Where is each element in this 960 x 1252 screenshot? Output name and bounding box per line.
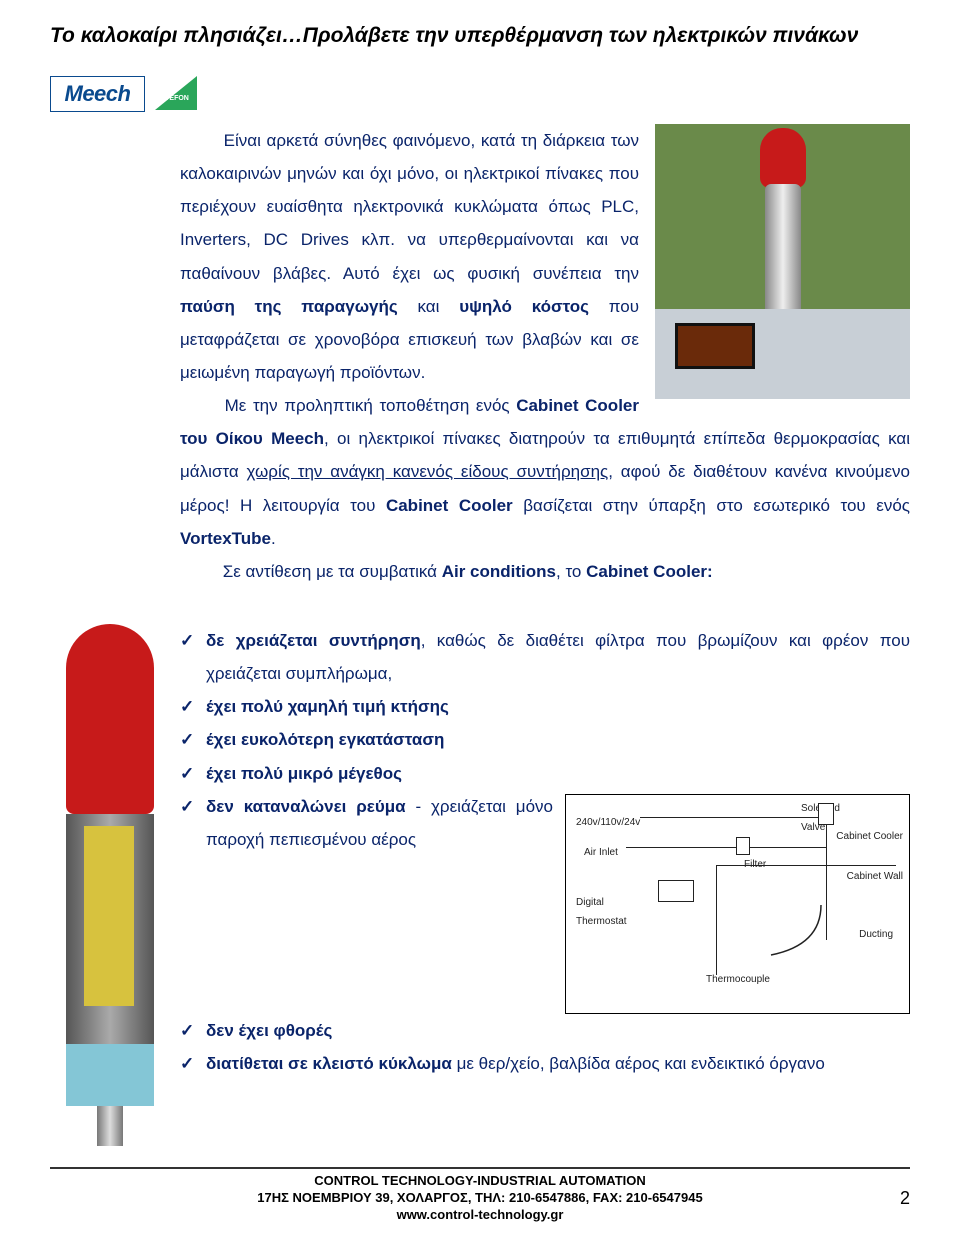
main-body: Είναι αρκετά σύνηθες φαινόμενο, κατά τη … (50, 124, 910, 1080)
benefit-2-bold: έχει πολύ χαμηλή τιμή κτήσης (206, 697, 449, 716)
footer-line-3: www.control-technology.gr (74, 1207, 886, 1224)
tefon-logo: TEFON (155, 76, 197, 112)
p3-c: , το (556, 562, 586, 581)
page-number: 2 (886, 1188, 910, 1209)
diagram-label-air-inlet: Air Inlet (584, 843, 618, 863)
p3-a: Σε αντίθεση με τα συμβατικά (223, 562, 442, 581)
p2-d: χωρίς την ανάγκη κανενός είδους συντήρησ… (247, 462, 609, 481)
wiring-diagram: 240v/110v/24v Air Inlet Digital Thermost… (565, 794, 910, 1014)
benefit-1-bold: δε χρειάζεται συντήρηση (206, 631, 421, 650)
benefit-3-bold: έχει ευκολότερη εγκατάσταση (206, 730, 444, 749)
p3-b: Air conditions (442, 562, 556, 581)
p1-text-c: και (398, 297, 459, 316)
diagram-label-ducting: Ducting (859, 925, 893, 945)
diagram-label-thermostat: Digital Thermostat (576, 893, 636, 932)
benefit-item-2: έχει πολύ χαμηλή τιμή κτήσης (206, 690, 910, 723)
page-title: Το καλοκαίρι πλησιάζει…Προλάβετε την υπε… (50, 24, 910, 48)
benefits-list: δε χρειάζεται συντήρηση, καθώς δε διαθέτ… (180, 624, 910, 1080)
benefit-item-7: διατίθεται σε κλειστό κύκλωμα με θερ/χεί… (206, 1047, 910, 1080)
benefit-item-5: 240v/110v/24v Air Inlet Digital Thermost… (206, 790, 910, 1014)
p2-g: βασίζεται στην ύπαρξη στο εσωτερικό του … (513, 496, 910, 515)
p3-d: Cabinet Cooler: (586, 562, 713, 581)
footer-line-1: CONTROL TECHNOLOGY-INDUSTRIAL AUTOMATION (74, 1173, 886, 1190)
svg-text:TEFON: TEFON (166, 95, 190, 102)
diagram-label-wall: Cabinet Wall (847, 867, 903, 887)
logo-row: Meech TEFON (50, 76, 910, 112)
footer-line-2: 17ΗΣ ΝΟΕΜΒΡΙΟΥ 39, ΧΟΛΑΡΓΟΣ, ΤΗΛ: 210-65… (74, 1190, 886, 1207)
p2-f: Cabinet Cooler (386, 496, 513, 515)
benefit-5-bold: δεν καταναλώνει ρεύμα (206, 797, 406, 816)
benefit-item-3: έχει ευκολότερη εγκατάσταση (206, 723, 910, 756)
page-footer: CONTROL TECHNOLOGY-INDUSTRIAL AUTOMATION… (50, 1167, 910, 1224)
p1-text-a: Είναι αρκετά σύνηθες φαινόμενο, κατά τη … (180, 131, 639, 283)
product-photo (50, 624, 170, 1149)
p1-text-d: υψηλό κόστος (459, 297, 589, 316)
p2-h: VortexTube (180, 529, 271, 548)
benefit-4-bold: έχει πολύ μικρό μέγεθος (206, 764, 402, 783)
page: Το καλοκαίρι πλησιάζει…Προλάβετε την υπε… (0, 0, 960, 1080)
footer-text: CONTROL TECHNOLOGY-INDUSTRIAL AUTOMATION… (74, 1173, 886, 1224)
benefit-6-bold: δεν έχει φθορές (206, 1021, 332, 1040)
benefit-7-rest: με θερ/χείο, βαλβίδα αέρος και ενδεικτικ… (452, 1054, 825, 1073)
diagram-label-power: 240v/110v/24v (576, 813, 640, 833)
p2-i: . (271, 529, 276, 548)
p2-a: Με την προληπτική τοποθέτηση ενός (225, 396, 517, 415)
benefits-section: δε χρειάζεται συντήρηση, καθώς δε διαθέτ… (180, 624, 910, 1080)
installation-photo (655, 124, 910, 399)
benefit-item-6: δεν έχει φθορές (206, 1014, 910, 1047)
benefit-item-4: έχει πολύ μικρό μέγεθος (206, 757, 910, 790)
diagram-label-cooler: Cabinet Cooler (836, 827, 903, 847)
p1-text-b: παύση της παραγωγής (180, 297, 398, 316)
paragraph-3: Σε αντίθεση με τα συμβατικά Air conditio… (180, 555, 910, 588)
benefit-7-bold: διατίθεται σε κλειστό κύκλωμα (206, 1054, 452, 1073)
meech-logo: Meech (50, 76, 145, 112)
paragraph-2: Με την προληπτική τοποθέτηση ενός Cabine… (180, 389, 910, 555)
footer-rule (50, 1167, 910, 1169)
intro-section: Είναι αρκετά σύνηθες φαινόμενο, κατά τη … (180, 124, 910, 588)
benefit-item-1: δε χρειάζεται συντήρηση, καθώς δε διαθέτ… (206, 624, 910, 690)
